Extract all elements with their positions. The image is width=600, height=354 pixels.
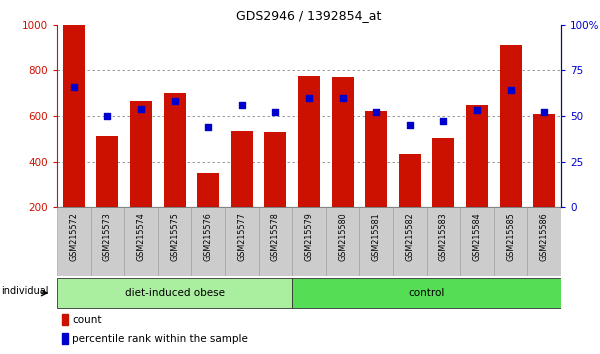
Text: GSM215575: GSM215575 (170, 213, 179, 262)
Bar (292, 207, 326, 276)
Bar (63, 25, 85, 207)
Bar (225, 207, 259, 276)
Text: GSM215572: GSM215572 (70, 213, 78, 262)
Bar (265, 132, 286, 207)
Bar (231, 131, 253, 207)
Bar (62, 314, 68, 325)
Bar (466, 104, 488, 207)
Bar (326, 207, 359, 276)
Bar (433, 138, 454, 207)
Point (506, 87, 515, 93)
Point (170, 98, 179, 104)
Text: GSM215582: GSM215582 (406, 213, 415, 261)
Point (472, 108, 482, 113)
Text: individual: individual (1, 286, 49, 296)
Bar (332, 77, 353, 207)
Text: GSM215581: GSM215581 (372, 213, 381, 261)
Text: GSM215576: GSM215576 (204, 213, 212, 261)
Text: GSM215585: GSM215585 (506, 213, 515, 261)
Point (405, 122, 415, 128)
Bar (197, 173, 219, 207)
Text: GSM215574: GSM215574 (137, 213, 146, 261)
Bar (57, 207, 91, 276)
Bar (91, 207, 124, 276)
Bar (292, 278, 561, 308)
Point (103, 113, 112, 119)
Point (271, 109, 280, 115)
Text: diet-induced obese: diet-induced obese (125, 288, 224, 298)
Point (371, 109, 381, 115)
Bar (494, 207, 527, 276)
Text: GSM215580: GSM215580 (338, 213, 347, 261)
Point (304, 95, 314, 101)
Bar (62, 333, 68, 344)
Text: control: control (409, 288, 445, 298)
Bar (158, 207, 191, 276)
Bar (164, 93, 185, 207)
Text: GSM215584: GSM215584 (473, 213, 482, 261)
Text: GSM215586: GSM215586 (540, 213, 549, 261)
Point (136, 106, 146, 112)
Bar (393, 207, 427, 276)
Bar (460, 207, 494, 276)
Bar (527, 207, 561, 276)
Text: percentile rank within the sample: percentile rank within the sample (72, 334, 248, 344)
Bar (399, 154, 421, 207)
Point (69, 84, 79, 90)
Point (237, 102, 247, 108)
Title: GDS2946 / 1392854_at: GDS2946 / 1392854_at (236, 9, 382, 22)
Bar (427, 207, 460, 276)
Bar (298, 76, 320, 207)
Text: GSM215579: GSM215579 (305, 213, 314, 262)
Text: GSM215583: GSM215583 (439, 213, 448, 261)
Bar (365, 112, 387, 207)
Bar (359, 207, 393, 276)
Text: GSM215577: GSM215577 (238, 213, 247, 262)
Point (439, 119, 448, 124)
Text: count: count (72, 314, 101, 325)
Point (203, 124, 213, 130)
Bar (57, 278, 292, 308)
Bar (191, 207, 225, 276)
Bar (124, 207, 158, 276)
Point (539, 109, 549, 115)
Bar (533, 114, 555, 207)
Bar (259, 207, 292, 276)
Bar (97, 136, 118, 207)
Text: GSM215578: GSM215578 (271, 213, 280, 261)
Point (338, 95, 347, 101)
Bar (130, 101, 152, 207)
Bar (500, 45, 521, 207)
Text: GSM215573: GSM215573 (103, 213, 112, 261)
